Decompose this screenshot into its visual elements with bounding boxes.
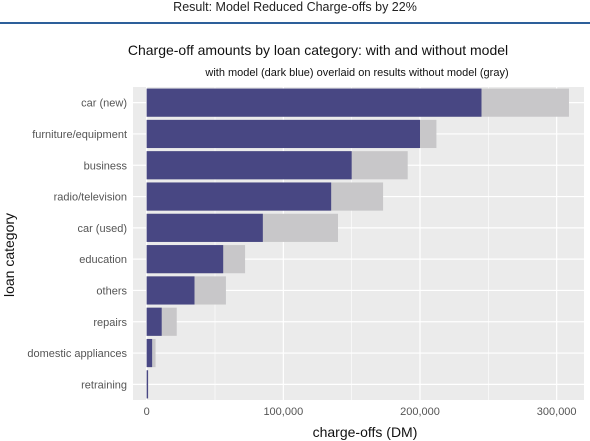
y-tick-labels: car (new) furniture/equipment business radi…	[27, 98, 127, 392]
x-axis-label: charge-offs (DM)	[313, 424, 418, 440]
x-tick-labels: 0 100,000 200,000 300,000	[144, 406, 577, 418]
bar-with-model	[146, 245, 224, 274]
header-rule	[0, 22, 590, 24]
chart-subtitle: with model (dark blue) overlaid on resul…	[204, 67, 508, 79]
bar-with-model	[146, 307, 162, 336]
chart-title: Charge-off amounts by loan category: wit…	[128, 42, 508, 58]
bar-with-model	[146, 338, 153, 368]
bar-with-model	[146, 182, 332, 211]
bar-with-model	[146, 88, 482, 117]
y-tick-label: furniture/equipment	[32, 129, 127, 141]
x-tick-label: 0	[144, 406, 150, 418]
y-tick-label: car (new)	[81, 98, 127, 110]
bars	[146, 88, 569, 399]
y-tick-label: retraining	[81, 379, 127, 391]
bar-with-model	[146, 276, 195, 305]
bar-with-model	[146, 370, 149, 399]
x-tick-label: 100,000	[263, 406, 303, 418]
y-tick-label: others	[96, 285, 127, 297]
x-tick-label: 300,000	[537, 406, 577, 418]
y-tick-label: education	[79, 254, 127, 266]
y-tick-label: car (used)	[77, 223, 127, 235]
y-tick-label: domestic appliances	[27, 348, 127, 360]
y-tick-label: radio/television	[54, 192, 127, 204]
bar-with-model	[146, 151, 352, 180]
bar-with-model	[146, 119, 420, 149]
y-axis-label: loan category	[1, 213, 17, 297]
y-tick-label: repairs	[93, 317, 127, 329]
y-tick-label: business	[84, 160, 128, 172]
x-tick-label: 200,000	[400, 406, 440, 418]
bar-with-model	[146, 213, 263, 242]
slide-title: Result: Model Reduced Charge-offs by 22%	[173, 0, 417, 14]
